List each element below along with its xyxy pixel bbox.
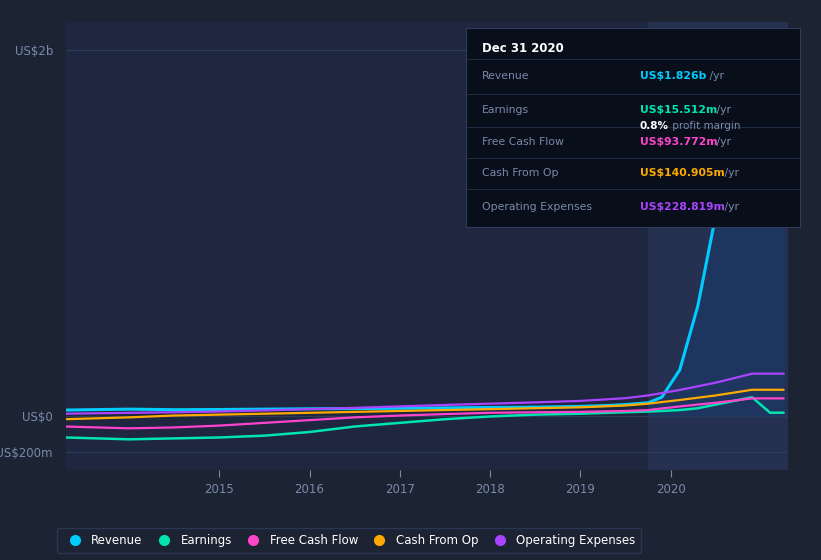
Text: Operating Expenses: Operating Expenses bbox=[482, 202, 592, 212]
Text: US$1.826b: US$1.826b bbox=[640, 71, 706, 81]
Text: US$140.905m: US$140.905m bbox=[640, 168, 724, 178]
Text: Dec 31 2020: Dec 31 2020 bbox=[482, 42, 564, 55]
Text: /yr: /yr bbox=[721, 202, 739, 212]
Text: 0.8%: 0.8% bbox=[640, 122, 668, 132]
Bar bbox=[648, 22, 788, 470]
Text: /yr: /yr bbox=[721, 168, 739, 178]
Text: profit margin: profit margin bbox=[669, 122, 741, 132]
Text: /yr: /yr bbox=[713, 137, 732, 147]
Legend: Revenue, Earnings, Free Cash Flow, Cash From Op, Operating Expenses: Revenue, Earnings, Free Cash Flow, Cash … bbox=[57, 528, 641, 553]
Text: US$15.512m: US$15.512m bbox=[640, 105, 717, 114]
Text: Cash From Op: Cash From Op bbox=[482, 168, 559, 178]
Text: /yr: /yr bbox=[706, 71, 724, 81]
Text: /yr: /yr bbox=[713, 105, 732, 114]
Text: Revenue: Revenue bbox=[482, 71, 530, 81]
Text: US$228.819m: US$228.819m bbox=[640, 202, 725, 212]
Text: Earnings: Earnings bbox=[482, 105, 530, 114]
Text: Free Cash Flow: Free Cash Flow bbox=[482, 137, 564, 147]
Text: US$93.772m: US$93.772m bbox=[640, 137, 718, 147]
